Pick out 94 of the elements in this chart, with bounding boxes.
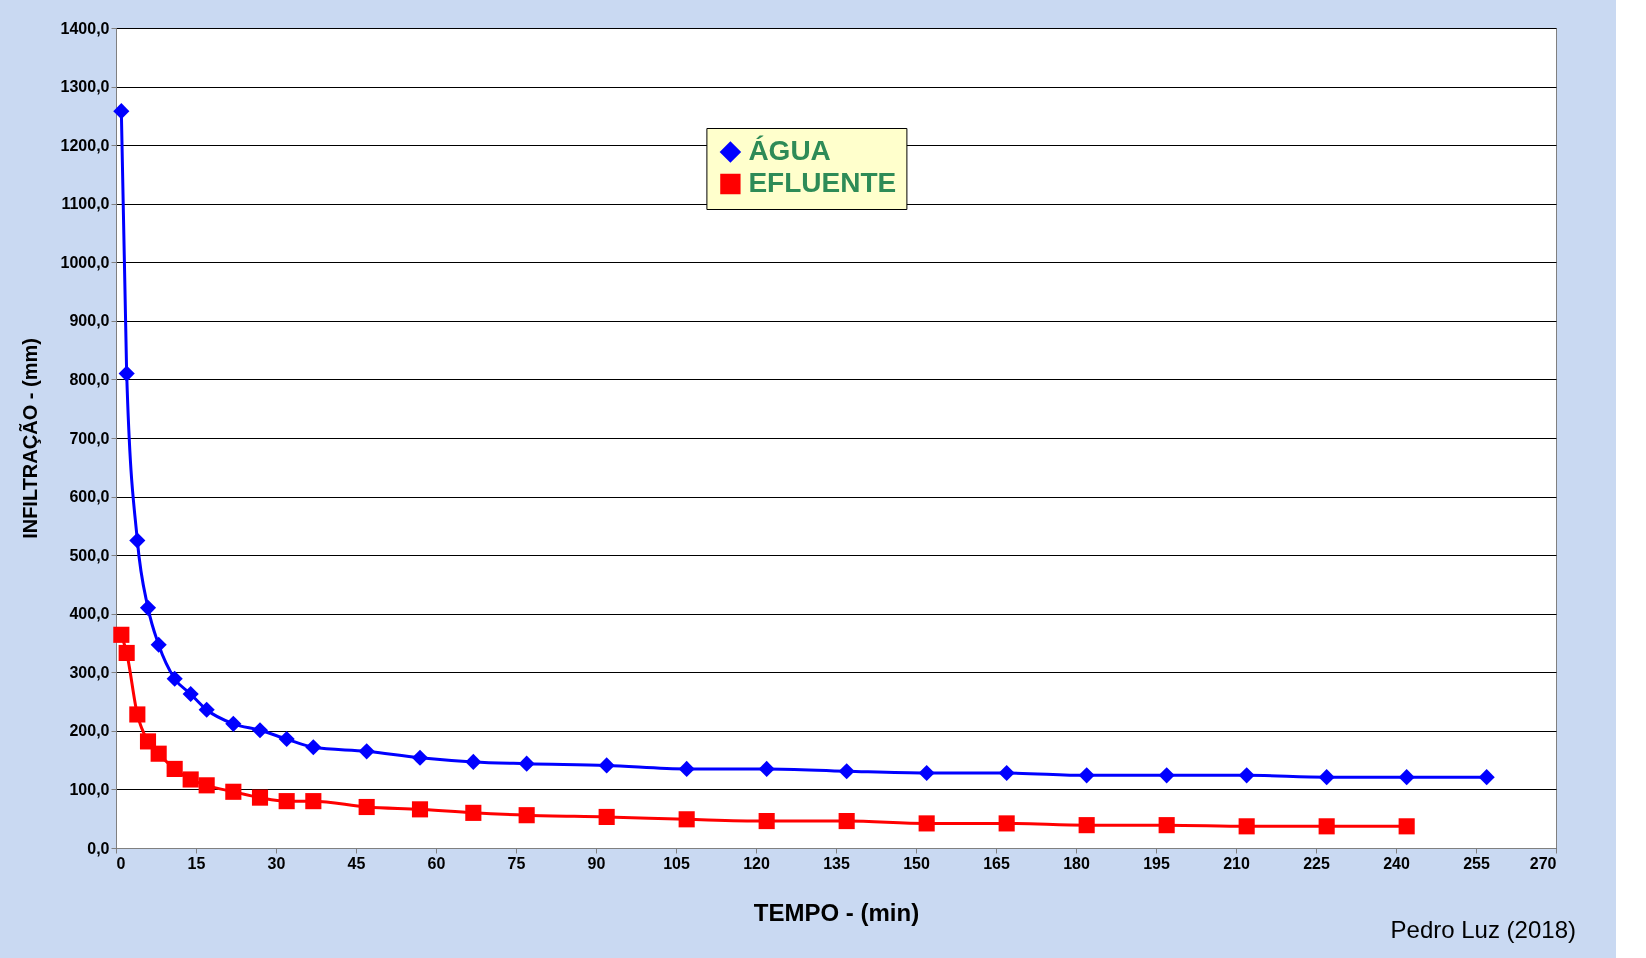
- legend-label: ÁGUA: [748, 135, 831, 166]
- point: [465, 753, 482, 770]
- point: [166, 760, 183, 777]
- point: [305, 793, 322, 810]
- point: [1078, 767, 1095, 784]
- point: [129, 532, 146, 549]
- point: [1478, 769, 1495, 786]
- x-tick-label: 0: [116, 854, 126, 872]
- point: [118, 365, 135, 382]
- point: [150, 745, 167, 762]
- y-tick-label: 100,0: [69, 780, 110, 798]
- point: [1238, 818, 1255, 835]
- y-tick-label: 700,0: [69, 429, 110, 447]
- point: [358, 798, 375, 816]
- point: [918, 815, 935, 832]
- point: [998, 815, 1015, 832]
- point: [198, 701, 215, 718]
- point: [129, 706, 146, 723]
- point: [1318, 769, 1335, 786]
- point: [150, 636, 167, 653]
- y-tick-label: 300,0: [69, 663, 110, 681]
- x-tick-label: 150: [903, 854, 930, 872]
- x-tick-label: 120: [743, 854, 770, 872]
- x-tick-label: 45: [347, 854, 366, 872]
- y-tick-label: 1200,0: [60, 136, 110, 154]
- x-tick-label: 225: [1303, 854, 1330, 872]
- y-axis-title: INFILTRAÇÃO - (mm): [18, 338, 41, 539]
- y-tick-label: 0,0: [87, 839, 110, 857]
- y-tick-label: 1400,0: [60, 19, 110, 37]
- x-tick-label: 105: [663, 854, 690, 872]
- point: [411, 801, 429, 818]
- x-tick-label: 255: [1463, 854, 1490, 872]
- y-tick-label: 1300,0: [60, 78, 110, 96]
- point: [358, 743, 375, 760]
- y-tick-label: 500,0: [69, 546, 110, 564]
- y-tick-label: 1000,0: [60, 253, 110, 271]
- point: [678, 760, 695, 777]
- x-tick-label: 180: [1063, 854, 1090, 872]
- x-axis-title: TEMPO - (min): [753, 898, 920, 926]
- point: [251, 789, 269, 806]
- point: [758, 813, 775, 830]
- y-tick-label: 400,0: [69, 605, 110, 623]
- legend-label: EFLUENTE: [748, 167, 897, 198]
- x-tick-label: 60: [427, 854, 446, 872]
- y-tick-label: 800,0: [69, 370, 110, 388]
- x-tick-label: 30: [267, 854, 286, 872]
- point: [1078, 817, 1095, 834]
- point: [278, 731, 295, 748]
- point: [598, 757, 615, 774]
- point: [838, 763, 855, 780]
- y-tick-label: 600,0: [69, 488, 110, 506]
- point: [182, 771, 199, 788]
- point: [113, 103, 130, 120]
- point: [198, 777, 215, 794]
- point: [598, 808, 615, 826]
- x-tick-label: 15: [187, 854, 206, 872]
- point: [758, 760, 775, 777]
- point: [305, 739, 322, 756]
- x-tick-label: 240: [1383, 854, 1410, 872]
- x-tick-label: 210: [1223, 854, 1250, 872]
- point: [225, 715, 242, 732]
- x-tick-label: 195: [1143, 854, 1170, 872]
- point: [1158, 767, 1175, 784]
- point: [678, 811, 695, 828]
- y-tick-label: 1100,0: [61, 195, 110, 213]
- point: [518, 755, 535, 772]
- y-tick-label: 900,0: [69, 312, 110, 330]
- x-tick-label: 90: [587, 854, 606, 872]
- point: [411, 749, 429, 766]
- point: [139, 733, 157, 750]
- x-tick-label: 165: [983, 854, 1010, 872]
- point: [251, 722, 269, 739]
- point: [118, 644, 135, 662]
- point: [139, 599, 157, 616]
- point: [518, 807, 535, 824]
- point: [918, 764, 935, 782]
- point: [278, 793, 295, 810]
- x-tick-label: 75: [507, 854, 526, 872]
- point: [113, 626, 130, 643]
- x-tick-label: 270: [1529, 854, 1557, 872]
- point: [838, 813, 855, 830]
- point: [166, 670, 183, 687]
- point: [1158, 817, 1175, 834]
- y-tick-label: 200,0: [69, 722, 110, 740]
- point: [182, 685, 199, 703]
- point: [1318, 818, 1335, 835]
- x-tick-label: 135: [823, 854, 850, 872]
- point: [1398, 769, 1415, 786]
- point: [998, 764, 1015, 782]
- text: Pedro Luz (2018): [1390, 916, 1576, 943]
- point: [225, 783, 242, 800]
- point: [1238, 767, 1255, 784]
- point: [1398, 818, 1415, 835]
- point: [465, 804, 482, 821]
